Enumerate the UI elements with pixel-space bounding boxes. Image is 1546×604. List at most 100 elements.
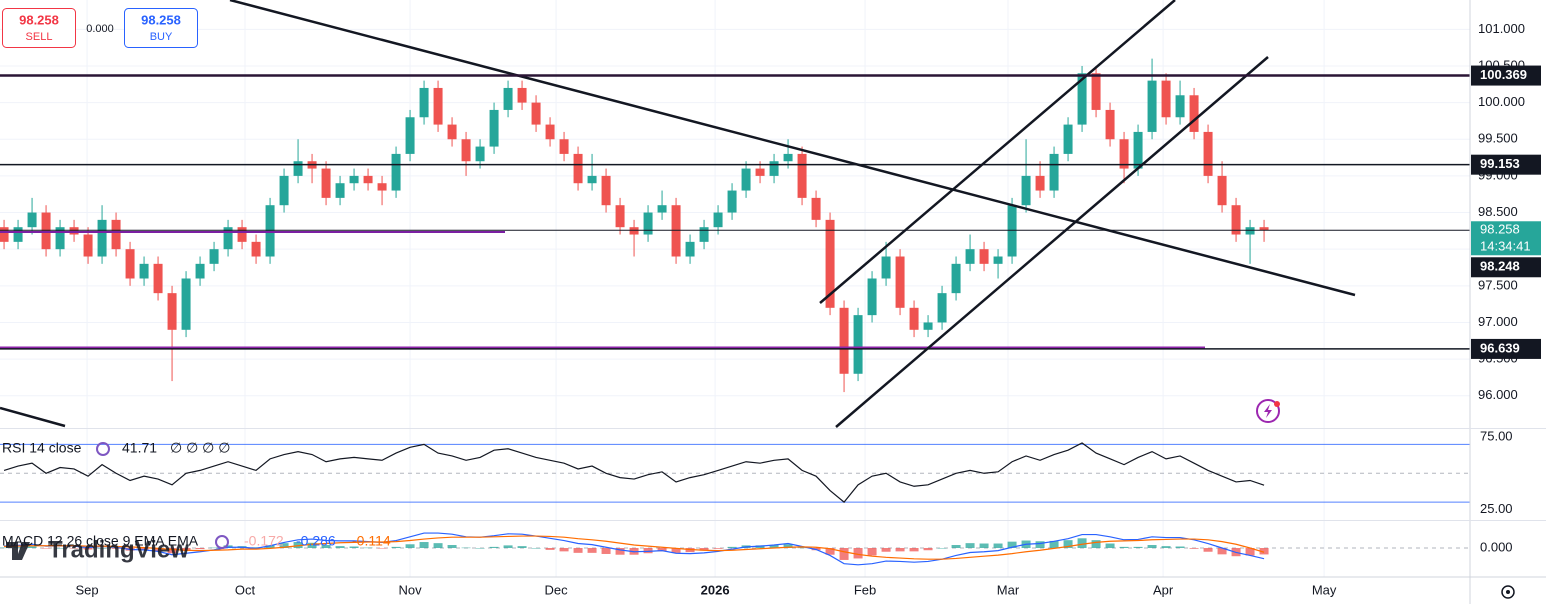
macd-histogram-bar (1063, 540, 1073, 548)
x-tick-label: Sep (76, 582, 99, 597)
macd-histogram-bar (181, 548, 191, 551)
rsi-line (3, 442, 1265, 503)
macd-histogram-bar (1175, 546, 1185, 548)
candle-body (1161, 80, 1171, 118)
candle-body (503, 87, 513, 110)
candle-body (601, 175, 611, 206)
candle-body (573, 153, 583, 184)
candle-body (27, 212, 37, 228)
macd-histogram-bar (1133, 546, 1143, 548)
candle-body (1091, 73, 1101, 110)
macd-histogram-bar (713, 548, 723, 549)
axes: 96.00096.50097.00097.50098.00098.50099.0… (76, 21, 1541, 597)
drawings (0, 0, 1356, 428)
spread: 0.000 (86, 23, 114, 35)
trend-line (0, 406, 66, 428)
macd-histogram-bar (881, 548, 891, 552)
macd-histogram-bar (13, 547, 23, 548)
macd-histogram-bar (321, 545, 331, 548)
macd-histogram-bar (377, 548, 387, 549)
macd-histogram-bar (391, 546, 401, 548)
candle-body (69, 227, 79, 235)
x-tick-label: Dec (545, 582, 569, 597)
macd-histogram-bar (1049, 540, 1059, 548)
macd-signal-value: -0.114 (352, 533, 391, 549)
candle-body (741, 168, 751, 191)
candle-body (1021, 175, 1031, 206)
buy-price: 98.258 (141, 12, 181, 27)
macd-histogram-bar (1189, 548, 1199, 549)
x-tick-label: Oct (235, 582, 256, 597)
candle-body (671, 205, 681, 257)
macd-histogram-bar (769, 545, 779, 548)
y-tick-label: 98.500 (1478, 204, 1518, 219)
macd-histogram-bar (1217, 548, 1227, 555)
macd-histogram-bar (1091, 540, 1101, 548)
macd-histogram-bar (657, 548, 667, 552)
buy-button[interactable] (124, 8, 198, 48)
candle-body (545, 124, 555, 140)
candle-body (419, 87, 429, 118)
macd-histogram-bar (195, 548, 205, 550)
candle-body (475, 146, 485, 162)
candle-body (559, 139, 569, 154)
y-tick-label: 100.000 (1478, 94, 1525, 109)
candle-body (1049, 153, 1059, 191)
macd-histogram-bar (643, 548, 653, 554)
macd-histogram-bar (335, 546, 345, 548)
macd-histogram-bar (531, 548, 541, 549)
rsi-settings-icon[interactable] (96, 442, 110, 456)
candle-body (937, 293, 947, 323)
candle-body (1175, 95, 1185, 118)
candle-body (1105, 109, 1115, 140)
macd-hist-value: -0.172 (244, 533, 284, 549)
macd-histogram-bar (853, 548, 863, 559)
x-tick-label: Apr (1153, 582, 1174, 597)
candle-body (1147, 80, 1157, 132)
sell-button[interactable] (2, 8, 76, 48)
candle-body (825, 219, 835, 308)
candle-body (643, 212, 653, 235)
alert-dot (1274, 401, 1280, 407)
grid (0, 0, 1470, 577)
levels (0, 74, 1470, 350)
macd-settings-icon[interactable] (215, 535, 229, 549)
level-label: 96.639 (1480, 340, 1520, 355)
macd-histogram-bar (867, 548, 877, 556)
candle-body (1119, 139, 1129, 169)
settings-button-core (1506, 590, 1510, 594)
candle-body (377, 183, 387, 191)
candle-body (447, 124, 457, 140)
x-tick-label: 2026 (701, 582, 730, 597)
macd-histogram-bar (97, 548, 107, 549)
settings-button[interactable] (1501, 585, 1515, 599)
macd-histogram-bar (153, 548, 163, 551)
y-tick-label: 97.500 (1478, 277, 1518, 292)
channel-line (819, 0, 1176, 304)
candle-body (489, 109, 499, 147)
level-label: 100.369 (1480, 67, 1527, 82)
sell-price: 98.258 (19, 12, 59, 27)
macd-histogram-bar (503, 545, 513, 548)
macd-histogram-bar (139, 548, 149, 551)
macd-histogram-bar (69, 548, 79, 549)
candle-body (909, 307, 919, 330)
macd-histogram-bar (615, 548, 625, 555)
macd-histogram-bar (545, 548, 555, 550)
macd-histogram-bar (783, 544, 793, 548)
rsi-title: RSI 14 close (2, 440, 82, 456)
rsi-extras: ∅ ∅ ∅ ∅ (170, 440, 230, 456)
candle-body (167, 293, 177, 330)
candle-body (321, 168, 331, 198)
macd-histogram-bar (83, 548, 93, 550)
candle-body (657, 205, 667, 213)
candle-body (713, 212, 723, 228)
macd-histogram-bar (209, 547, 219, 549)
candle-body (181, 278, 191, 330)
macd-histogram-bar (559, 548, 569, 552)
candle-body (1245, 227, 1255, 235)
countdown-label: 14:34:41 (1480, 239, 1531, 254)
macd-histogram-bar (293, 542, 303, 548)
macd-title: MACD 12 26 close 9 EMA EMA (2, 533, 199, 549)
